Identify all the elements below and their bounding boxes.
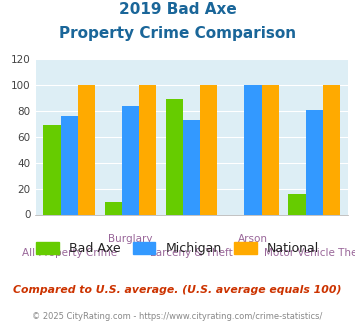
Text: Burglary: Burglary xyxy=(108,234,153,244)
Text: Property Crime Comparison: Property Crime Comparison xyxy=(59,26,296,41)
Text: Compared to U.S. average. (U.S. average equals 100): Compared to U.S. average. (U.S. average … xyxy=(13,285,342,295)
Bar xyxy=(139,85,156,214)
Bar xyxy=(323,85,340,214)
Text: Arson: Arson xyxy=(238,234,268,244)
Bar xyxy=(43,125,61,214)
Bar xyxy=(244,85,262,214)
Text: © 2025 CityRating.com - https://www.cityrating.com/crime-statistics/: © 2025 CityRating.com - https://www.city… xyxy=(32,312,323,321)
Bar xyxy=(105,202,122,214)
Bar xyxy=(183,120,200,214)
Bar xyxy=(289,194,306,214)
Text: All Property Crime: All Property Crime xyxy=(22,248,117,258)
Text: 2019 Bad Axe: 2019 Bad Axe xyxy=(119,2,236,16)
Bar xyxy=(166,99,183,214)
Bar xyxy=(122,106,139,214)
Bar xyxy=(262,85,279,214)
Bar xyxy=(78,85,95,214)
Legend: Bad Axe, Michigan, National: Bad Axe, Michigan, National xyxy=(36,242,319,255)
Bar xyxy=(306,110,323,214)
Text: Larceny & Theft: Larceny & Theft xyxy=(150,248,233,258)
Bar xyxy=(200,85,217,214)
Bar xyxy=(61,116,78,214)
Text: Motor Vehicle Theft: Motor Vehicle Theft xyxy=(264,248,355,258)
